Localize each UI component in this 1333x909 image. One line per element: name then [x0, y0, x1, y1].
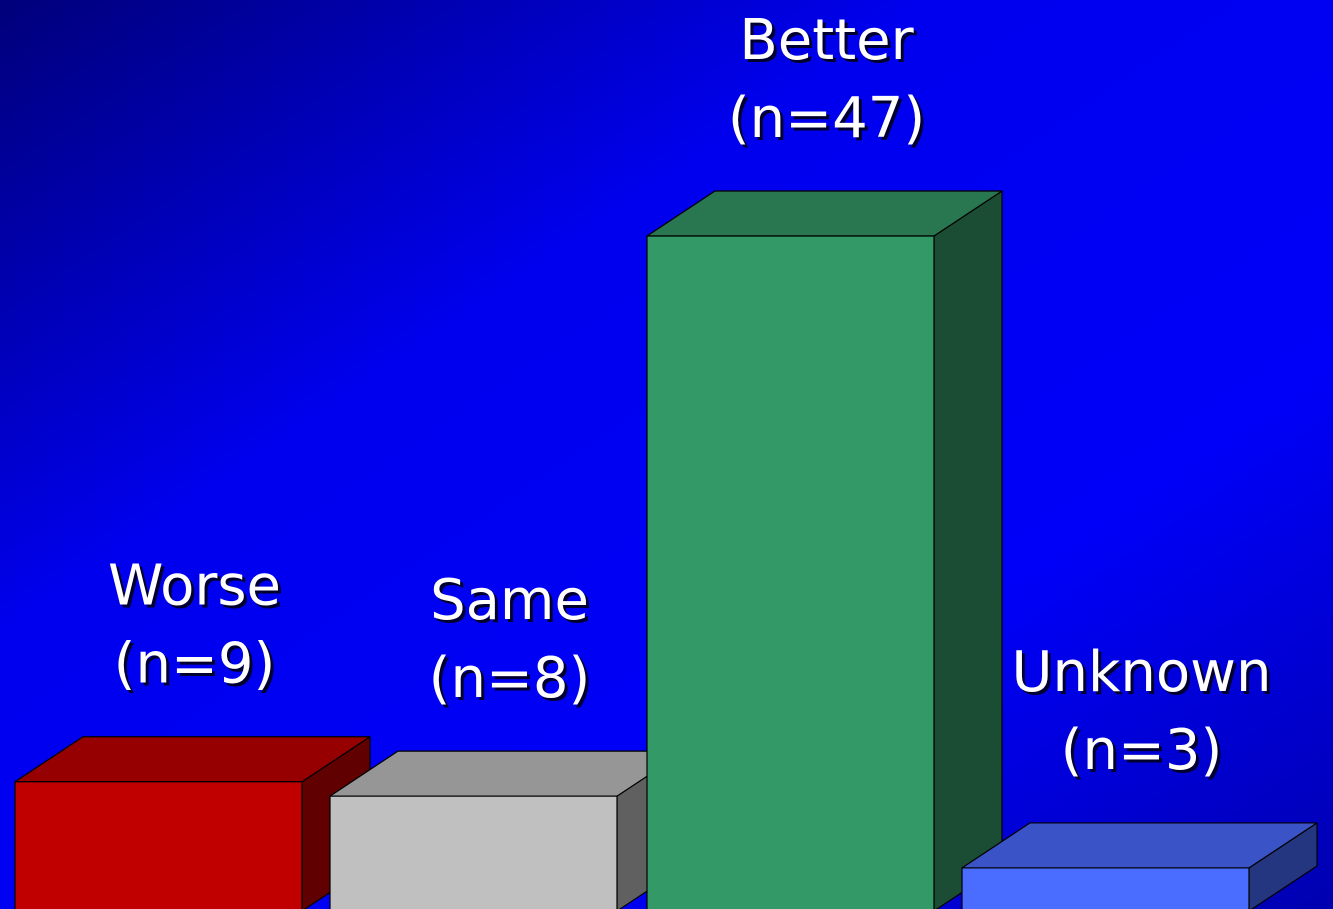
value-label: (n=8) [429, 646, 591, 711]
category-label: Better [739, 8, 914, 73]
bar [961, 867, 1250, 909]
bar-side [933, 190, 1003, 909]
category-label: Same [430, 568, 589, 633]
category-label: Worse [108, 554, 281, 619]
value-label: (n=47) [728, 86, 925, 151]
bar [14, 781, 303, 909]
bar [646, 235, 935, 909]
value-label: (n=9) [114, 632, 276, 697]
value-label: (n=3) [1061, 718, 1223, 783]
bar [329, 795, 618, 909]
category-label: Unknown [1012, 640, 1272, 705]
